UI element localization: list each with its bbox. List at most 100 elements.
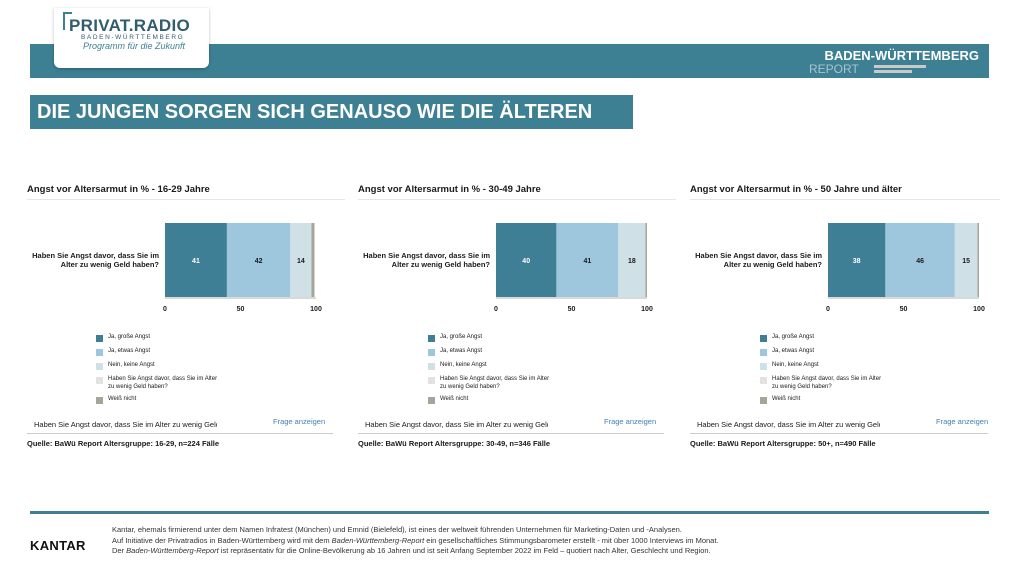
chart-panel-16-29: Angst vor Altersarmut in % - 16-29 Jahre… <box>27 183 345 453</box>
logo-bracket-shape <box>63 12 72 30</box>
legend-label: Nein, keine Angst <box>772 362 819 368</box>
report-decor-bar <box>874 65 926 68</box>
bar-segment-4 <box>311 223 315 297</box>
legend-swatch <box>96 377 103 384</box>
frage-anzeigen-link[interactable]: Frage anzeigen <box>604 417 657 426</box>
frage-anzeigen-link[interactable]: Frage anzeigen <box>936 417 989 426</box>
legend-label: Ja, große Angst <box>108 334 151 340</box>
legend-label: Haben Sie Angst davor, dass Sie im Alter… <box>440 376 550 390</box>
bar-segment-2 <box>226 223 291 297</box>
data-label: 46 <box>916 258 924 265</box>
legend-item: Nein, keine Angst <box>428 362 588 376</box>
data-label: 41 <box>192 258 200 265</box>
question-footnote: Haben Sie Angst davor, dass Sie im Alter… <box>697 420 880 429</box>
chart-title: Angst vor Altersarmut in % - 50 Jahre un… <box>690 184 902 195</box>
legend-swatch <box>428 363 435 370</box>
legend-item: Ja, etwas Angst <box>428 348 588 362</box>
source-note: Quelle: BaWü Report Altersgruppe: 30-49,… <box>358 439 551 448</box>
x-tick-label: 0 <box>826 306 830 313</box>
legend-item: Weiß nicht <box>96 396 256 410</box>
data-label: 15 <box>962 258 970 265</box>
panel-divider <box>358 433 664 434</box>
source-note: Quelle: BaWü Report Altersgruppe: 50+, n… <box>690 439 876 448</box>
legend-swatch <box>760 363 767 370</box>
legend-swatch <box>760 397 767 404</box>
legend-item: Ja, große Angst <box>428 334 588 348</box>
legend-item: Haben Sie Angst davor, dass Sie im Alter… <box>760 376 920 390</box>
bar-segment-2 <box>556 223 619 297</box>
question-label: Haben Sie Angst davor, dass Sie im Alter… <box>363 251 490 269</box>
disclaimer-line-2: Auf Initiative der Privatradios in Baden… <box>112 535 719 545</box>
kantar-logo: KANTAR <box>30 538 86 553</box>
legend-label: Ja, etwas Angst <box>772 348 815 354</box>
bar-segment-3 <box>290 223 312 297</box>
x-tick-label: 0 <box>163 306 167 313</box>
legend-label: Weiß nicht <box>440 396 469 402</box>
page-headline: DIE JUNGEN SORGEN SICH GENAUSO WIE DIE Ä… <box>30 95 633 129</box>
panel-divider <box>27 433 333 434</box>
x-tick-label: 50 <box>237 306 245 313</box>
legend-item: Weiß nicht <box>760 396 920 410</box>
legend-swatch <box>760 377 767 384</box>
bar-segment-1 <box>165 223 227 297</box>
stacked-bar-chart: 41 42 14 0 50 100 <box>163 223 322 313</box>
chart-title: Angst vor Altersarmut in % - 30-49 Jahre <box>358 184 541 195</box>
bar-segment-4 <box>645 223 647 297</box>
legend-label: Nein, keine Angst <box>440 362 487 368</box>
bar-segment-3 <box>954 223 978 297</box>
data-label: 38 <box>853 258 861 265</box>
footer-rule <box>30 511 989 514</box>
legend-item: Ja, etwas Angst <box>96 348 256 362</box>
legend-swatch <box>96 335 103 342</box>
legend-label: Ja, große Angst <box>440 334 483 340</box>
legend-swatch <box>760 335 767 342</box>
legend-swatch <box>428 349 435 356</box>
legend-item: Ja, große Angst <box>760 334 920 348</box>
logo-tagline: Programm für die Zukunft <box>83 41 186 51</box>
chart-panel-30-49: Angst vor Altersarmut in % - 30-49 Jahre… <box>358 183 676 453</box>
x-tick-label: 50 <box>900 306 908 313</box>
legend-swatch <box>96 349 103 356</box>
bar-segment-3 <box>618 223 646 297</box>
legend-swatch <box>428 397 435 404</box>
report-subtitle: REPORT <box>809 62 859 76</box>
panel-divider <box>690 433 988 434</box>
data-label: 18 <box>628 258 636 265</box>
question-footnote: Haben Sie Angst davor, dass Sie im Alter… <box>34 420 217 429</box>
legend-label: Ja, etwas Angst <box>440 348 483 354</box>
legend-swatch <box>428 377 435 384</box>
x-tick-label: 100 <box>973 306 985 313</box>
legend-swatch <box>428 335 435 342</box>
privatradio-logo: PRIVAT.RADIO BADEN-WÜRTTEMBERG Programm … <box>54 8 209 68</box>
legend-swatch <box>96 363 103 370</box>
x-tick-label: 100 <box>310 306 322 313</box>
legend-item: Weiß nicht <box>428 396 588 410</box>
legend-label: Ja, etwas Angst <box>108 348 151 354</box>
x-tick-label: 50 <box>568 306 576 313</box>
chart-panel-50-plus: Angst vor Altersarmut in % - 50 Jahre un… <box>690 183 1000 453</box>
x-tick-label: 0 <box>494 306 498 313</box>
logo-title: PRIVAT.RADIO <box>69 16 191 35</box>
frage-anzeigen-link[interactable]: Frage anzeigen <box>273 417 326 426</box>
stacked-bar-chart: 38 46 15 0 50 100 <box>826 223 985 313</box>
data-label: 40 <box>522 258 530 265</box>
legend-label: Weiß nicht <box>108 396 137 402</box>
bar-segment-4 <box>977 223 979 297</box>
legend-label: Nein, keine Angst <box>108 362 155 368</box>
legend-item: Haben Sie Angst davor, dass Sie im Alter… <box>96 376 256 390</box>
x-tick-label: 100 <box>641 306 653 313</box>
legend-item: Haben Sie Angst davor, dass Sie im Alter… <box>428 376 588 390</box>
legend-swatch <box>96 397 103 404</box>
report-decor-bar <box>874 70 912 73</box>
legend-swatch <box>760 349 767 356</box>
data-label: 14 <box>297 258 305 265</box>
title-divider <box>358 199 676 200</box>
source-note: Quelle: BaWü Report Altersgruppe: 16-29,… <box>27 439 220 448</box>
legend-label: Haben Sie Angst davor, dass Sie im Alter… <box>108 376 218 390</box>
question-footnote: Haben Sie Angst davor, dass Sie im Alter… <box>365 420 548 429</box>
legend-item: Nein, keine Angst <box>96 362 256 376</box>
footer-disclaimer: Kantar, ehemals firmierend unter dem Nam… <box>112 525 719 557</box>
legend-label: Ja, große Angst <box>772 334 815 340</box>
logo-subtitle: BADEN-WÜRTTEMBERG <box>81 34 185 41</box>
legend-label: Weiß nicht <box>772 396 801 402</box>
